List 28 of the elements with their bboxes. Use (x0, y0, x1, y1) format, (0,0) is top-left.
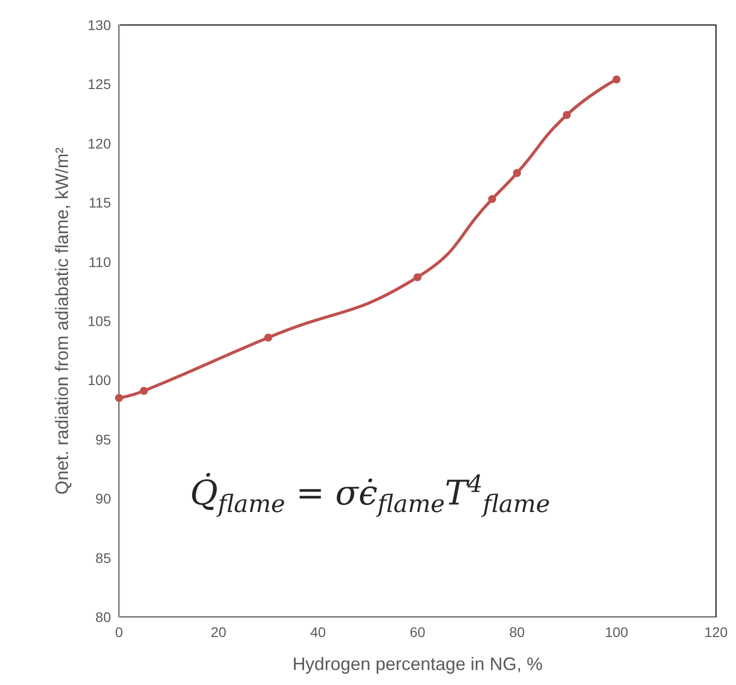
y-tick-label: 80 (95, 609, 112, 625)
x-tick-label: 100 (604, 624, 628, 640)
y-tick-label: 85 (95, 550, 112, 566)
y-axis-title: Qnet. radiation from adiabatic flame, kW/m² (52, 147, 72, 495)
y-tick-label: 100 (88, 372, 112, 388)
x-tick-label: 120 (704, 624, 728, 640)
point (264, 334, 272, 342)
point (115, 394, 123, 402)
y-tick-label: 125 (88, 76, 112, 92)
point (562, 110, 571, 119)
point (612, 75, 620, 84)
y-tick-label: 110 (88, 254, 112, 270)
x-tick-label: 60 (410, 624, 426, 640)
x-tick-label: 20 (210, 624, 226, 640)
point (513, 169, 521, 177)
y-tick-label: 105 (88, 313, 112, 329)
y-tick-label: 130 (88, 17, 112, 33)
y-tick-label: 120 (88, 135, 112, 152)
x-axis-title: Hydrogen percentage in NG, % (292, 654, 543, 674)
y-tick-label: 90 (95, 490, 112, 507)
y-tick-label: 115 (88, 194, 112, 211)
x-tick-label: 40 (310, 624, 326, 640)
x-tick-label: 0 (115, 624, 124, 640)
point (488, 195, 496, 204)
point (414, 273, 422, 282)
x-tick-label: 80 (509, 624, 525, 640)
point (140, 386, 148, 395)
y-tick-label: 95 (95, 431, 112, 448)
